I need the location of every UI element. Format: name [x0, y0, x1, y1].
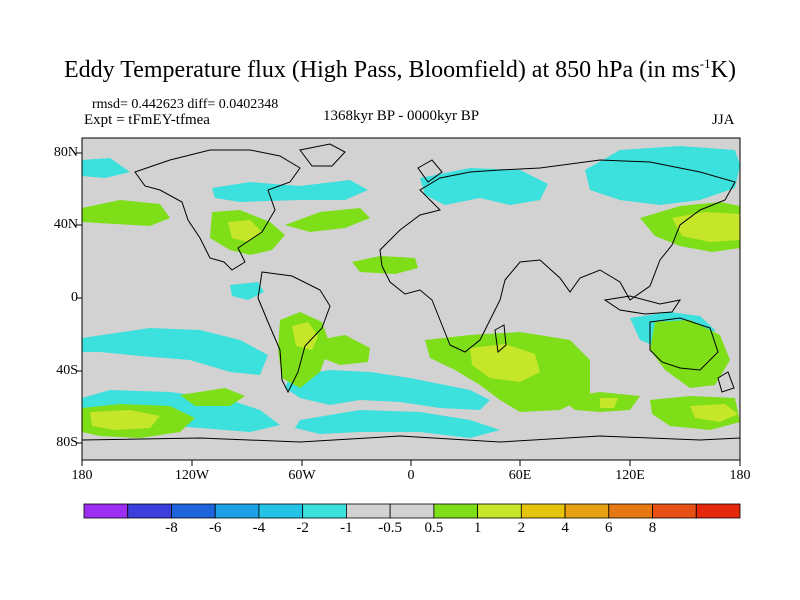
lat-label: 80N	[53, 145, 78, 160]
coastlines	[82, 143, 740, 443]
lat-label: 80S	[56, 435, 78, 450]
colorbar-label: 8	[648, 520, 657, 536]
colorbar-swatch	[214, 503, 260, 519]
strong-positive-regions	[90, 212, 740, 430]
plot-title: Eddy Temperature flux (High Pass, Bloomf…	[64, 56, 736, 83]
colorbar-label: -1	[340, 520, 353, 536]
lon-label: 180	[71, 468, 93, 483]
lat-label: 40S	[56, 363, 78, 378]
colorbar-label: 2	[517, 520, 526, 536]
colorbar-label: -4	[252, 520, 266, 536]
lon-label: 60E	[508, 468, 532, 483]
lon-label: 0	[407, 468, 415, 483]
lon-label: 60W	[288, 468, 316, 483]
colorbar-label: 0.5	[424, 520, 444, 536]
colorbar-label: -8	[165, 520, 178, 536]
colorbar-label: -2	[296, 520, 309, 536]
colorbar-swatch	[345, 503, 391, 519]
colorbar-swatch	[520, 503, 566, 519]
colorbar-label: 1	[473, 520, 482, 536]
season-label: JJA	[712, 112, 735, 128]
colorbar-label: -6	[208, 520, 222, 536]
colorbar-swatch	[695, 503, 741, 519]
colorbar-swatch	[564, 503, 610, 519]
experiment-label: Expt = tFmEY-tfmea	[84, 112, 210, 128]
colorbar-swatch	[171, 503, 216, 519]
colorbar-label: 4	[561, 520, 569, 536]
lat-label: 0	[71, 290, 78, 305]
lon-label: 180	[729, 468, 751, 483]
lon-label: 120E	[615, 468, 645, 483]
axis-ticks	[76, 152, 741, 466]
colorbar-swatch	[652, 503, 697, 519]
colorbar-swatch	[433, 503, 479, 519]
colorbar-swatch	[83, 503, 129, 519]
colorbar-label: -0.5	[378, 520, 402, 536]
colorbar-label: 6	[605, 520, 613, 536]
colorbar-swatch	[608, 503, 653, 519]
anomaly-fields	[82, 146, 740, 438]
period-label: 1368kyr BP - 0000kyr BP	[323, 108, 480, 124]
lon-label: 120W	[174, 468, 210, 483]
colorbar-swatch	[258, 503, 304, 519]
colorbar-swatch	[127, 503, 172, 519]
colorbar-swatch	[477, 503, 522, 519]
colorbar	[83, 503, 741, 519]
colorbar-swatch	[389, 503, 435, 519]
colorbar-swatch	[302, 503, 347, 519]
stats-label: rmsd= 0.442623 diff= 0.0402348	[92, 97, 279, 112]
lat-label: 40N	[53, 217, 78, 232]
